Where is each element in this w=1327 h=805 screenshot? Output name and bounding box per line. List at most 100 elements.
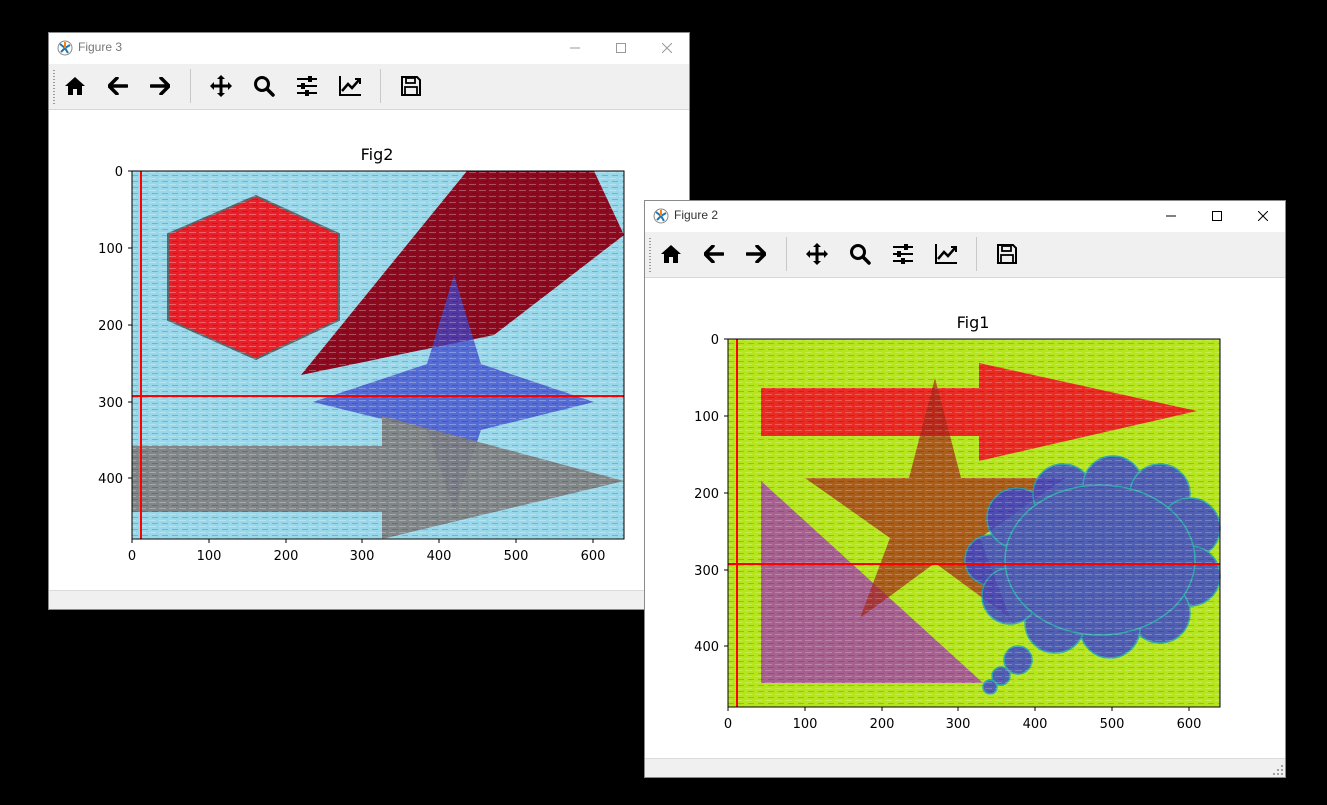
y-tick-label: 400 (98, 472, 123, 487)
x-tick-label: 300 (946, 717, 971, 732)
toolbar-separator (190, 69, 191, 103)
minimize-button[interactable] (1148, 201, 1194, 231)
close-icon (1258, 211, 1268, 221)
configure-subplots-icon (297, 76, 317, 96)
x-axis (131, 539, 594, 543)
resize-grip-icon[interactable] (1273, 765, 1283, 775)
save-button[interactable] (989, 236, 1025, 272)
back-button[interactable] (100, 68, 136, 104)
image-axes[interactable] (131, 170, 625, 540)
maximize-button[interactable] (1194, 201, 1240, 231)
x-tick-label: 400 (1023, 717, 1048, 732)
image-axes[interactable] (727, 338, 1221, 708)
back-arrow-icon (704, 245, 724, 263)
minimize-button[interactable] (552, 33, 598, 63)
forward-arrow-icon (746, 245, 766, 263)
x-tick-label: 200 (870, 717, 895, 732)
window-title: Figure 3 (78, 40, 123, 54)
matplotlib-app-icon (653, 208, 669, 224)
save-icon (401, 76, 421, 96)
pan-button[interactable] (203, 68, 239, 104)
zoom-icon (850, 244, 871, 265)
title-bar[interactable]: Figure 3 (49, 33, 689, 63)
x-tick-label: 600 (1177, 717, 1202, 732)
home-button[interactable] (653, 236, 689, 272)
configure-subplots-icon (893, 244, 913, 264)
y-tick-label: 0 (115, 165, 123, 180)
save-icon (997, 244, 1017, 264)
x-tick-label: 200 (274, 549, 299, 564)
x-tick-label: 600 (581, 549, 606, 564)
minimize-icon (570, 47, 580, 49)
x-tick-label: 400 (427, 549, 452, 564)
figure-plot: Fig2 0 100 200 300 400 500 600 (98, 145, 625, 564)
x-tick-label: 300 (350, 549, 375, 564)
axes-title: Fig1 (957, 313, 990, 332)
zoom-button[interactable] (246, 68, 282, 104)
figure-3-window: Figure 3 (48, 32, 690, 610)
back-button[interactable] (696, 236, 732, 272)
texture-overlay (728, 339, 1220, 707)
pan-icon (806, 243, 828, 265)
toolbar-separator (786, 237, 787, 271)
axes-frame (131, 170, 625, 540)
close-button[interactable] (1240, 201, 1286, 231)
zoom-button[interactable] (842, 236, 878, 272)
y-axis (724, 338, 728, 647)
close-button[interactable] (644, 33, 690, 63)
home-icon (65, 77, 85, 95)
home-button[interactable] (57, 68, 93, 104)
zoom-icon (254, 76, 275, 97)
x-tick-label: 100 (197, 549, 222, 564)
y-tick-label: 0 (711, 333, 719, 348)
navigation-toolbar (49, 64, 689, 110)
save-button[interactable] (393, 68, 429, 104)
pan-button[interactable] (799, 236, 835, 272)
figure-canvas[interactable]: Fig2 0 100 200 300 400 500 600 (49, 110, 689, 590)
pan-icon (210, 75, 232, 97)
x-tick-label: 0 (128, 549, 136, 564)
y-tick-label: 200 (98, 319, 123, 334)
home-icon (661, 245, 681, 263)
close-icon (662, 43, 672, 53)
toolbar-grip[interactable] (53, 70, 55, 104)
y-tick-label: 300 (694, 564, 719, 579)
status-bar (645, 758, 1285, 777)
x-tick-label: 100 (793, 717, 818, 732)
y-tick-label: 400 (694, 640, 719, 655)
forward-arrow-icon (150, 77, 170, 95)
y-tick-label: 100 (98, 242, 123, 257)
maximize-icon (1212, 211, 1222, 221)
toolbar-grip[interactable] (649, 238, 651, 272)
back-arrow-icon (108, 77, 128, 95)
x-axis (727, 707, 1190, 711)
y-axis (128, 170, 132, 479)
x-tick-label: 0 (724, 717, 732, 732)
forward-button[interactable] (738, 236, 774, 272)
figure-2-window: Figure 2 (644, 200, 1286, 778)
toolbar-separator (976, 237, 977, 271)
minimize-icon (1166, 215, 1176, 217)
axes-frame (727, 338, 1221, 708)
edit-axis-button[interactable] (332, 68, 368, 104)
edit-axis-icon (935, 244, 957, 264)
navigation-toolbar (645, 232, 1285, 278)
configure-subplots-button[interactable] (885, 236, 921, 272)
title-bar[interactable]: Figure 2 (645, 201, 1285, 231)
x-tick-label: 500 (1100, 717, 1125, 732)
figure-canvas[interactable]: Fig1 (645, 278, 1285, 758)
status-bar (49, 590, 689, 609)
y-tick-label: 200 (694, 487, 719, 502)
y-tick-label: 100 (694, 410, 719, 425)
maximize-icon (616, 43, 626, 53)
x-tick-label: 500 (504, 549, 529, 564)
forward-button[interactable] (142, 68, 178, 104)
configure-subplots-button[interactable] (289, 68, 325, 104)
toolbar-separator (380, 69, 381, 103)
texture-overlay (132, 171, 624, 539)
edit-axis-button[interactable] (928, 236, 964, 272)
window-title: Figure 2 (674, 208, 719, 222)
figure-plot: Fig1 (694, 313, 1221, 732)
axes-title: Fig2 (361, 145, 394, 164)
maximize-button[interactable] (598, 33, 644, 63)
